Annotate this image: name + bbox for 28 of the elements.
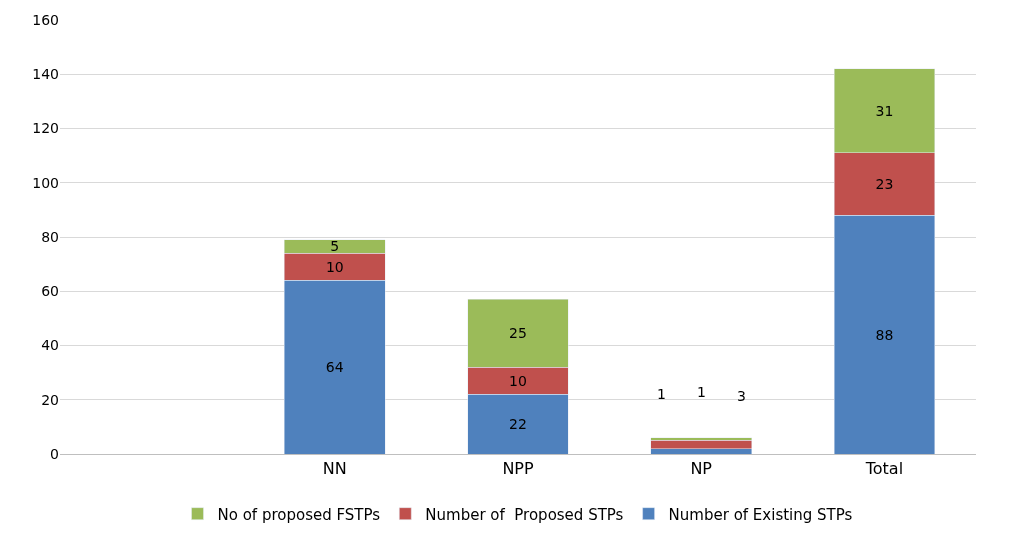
data-label: 88 (875, 326, 894, 343)
data-label: 22 (509, 416, 527, 433)
data-label: 31 (875, 102, 894, 119)
x-tick-label: NN (322, 459, 347, 479)
y-tick-label: 20 (41, 391, 59, 408)
data-label: 10 (509, 372, 527, 389)
y-tick-label: 80 (41, 228, 59, 245)
data-label: 64 (325, 359, 344, 376)
legend-label: Number of Proposed STPs (425, 505, 624, 524)
x-tick-label: NP (690, 459, 713, 479)
x-tick-label: Total (864, 459, 904, 479)
y-tick-label: 60 (41, 283, 59, 300)
y-tick-label: 40 (41, 337, 59, 354)
legend-label: No of proposed FSTPs (217, 505, 381, 524)
data-label: 23 (875, 176, 894, 193)
x-tick-label: NPP (502, 459, 534, 479)
data-label: 10 (325, 258, 344, 275)
annotation: 1 (697, 384, 706, 400)
data-label: 5 (330, 238, 340, 255)
annotation: 1 (657, 386, 666, 402)
y-tick-label: 160 (32, 11, 59, 28)
annotation: 3 (737, 388, 746, 404)
data-label: 25 (509, 325, 527, 342)
y-tick-label: 120 (32, 120, 59, 137)
y-tick-label: 100 (32, 174, 59, 191)
legend-label: Number of Existing STPs (668, 505, 853, 524)
y-tick-label: 0 (50, 445, 59, 462)
y-tick-label: 140 (32, 66, 59, 83)
